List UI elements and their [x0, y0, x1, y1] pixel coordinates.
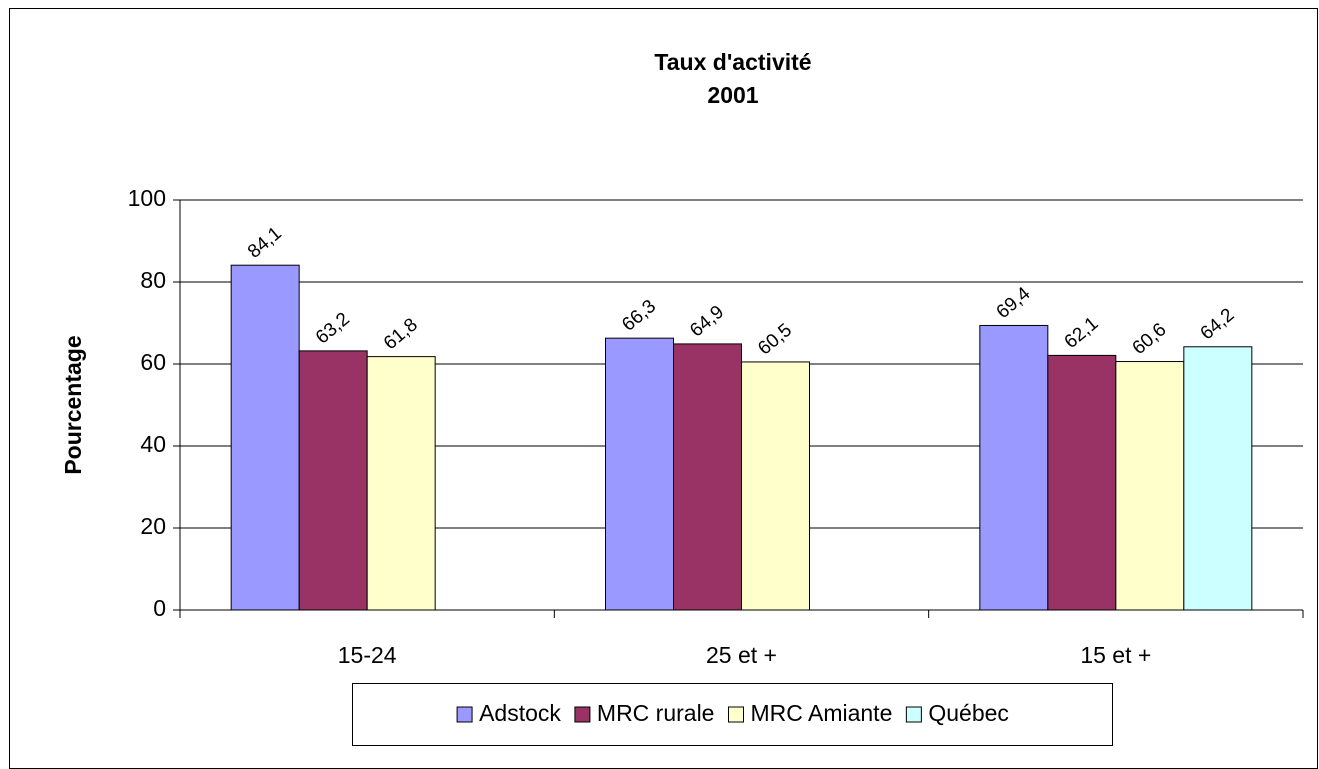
- legend-label: MRC rurale: [597, 700, 715, 726]
- bar: [366, 356, 436, 611]
- bar: [230, 264, 300, 611]
- y-tick-label: 40: [140, 431, 166, 457]
- x-tick-label: 15 et +: [1080, 642, 1151, 668]
- bar: [1115, 361, 1185, 611]
- legend-label: Québec: [928, 700, 1009, 726]
- y-tick-label: 0: [153, 595, 166, 621]
- x-tick-label: 15-24: [338, 642, 397, 668]
- y-tick-label: 60: [140, 349, 166, 375]
- x-tick-label: 25 et +: [706, 642, 777, 668]
- bar: [298, 350, 368, 611]
- legend-swatch: [456, 706, 473, 723]
- y-tick-label: 100: [128, 185, 166, 211]
- legend-swatch: [574, 706, 591, 723]
- y-tick-label: 20: [140, 513, 166, 539]
- y-tick-label: 80: [140, 267, 166, 293]
- legend-swatch: [727, 706, 744, 723]
- chart-subtitle: 2001: [707, 82, 758, 108]
- bar: [1047, 354, 1117, 611]
- legend-label: Adstock: [479, 700, 561, 726]
- bar: [979, 324, 1049, 611]
- bar: [673, 343, 742, 611]
- legend-swatch: [905, 706, 922, 723]
- legend-label: MRC Amiante: [750, 700, 892, 726]
- bar: [605, 337, 674, 611]
- bar: [741, 361, 810, 611]
- chart-title: Taux d'activité: [654, 49, 811, 75]
- y-axis-title: Pourcentage: [60, 335, 86, 474]
- bar: [1183, 346, 1253, 611]
